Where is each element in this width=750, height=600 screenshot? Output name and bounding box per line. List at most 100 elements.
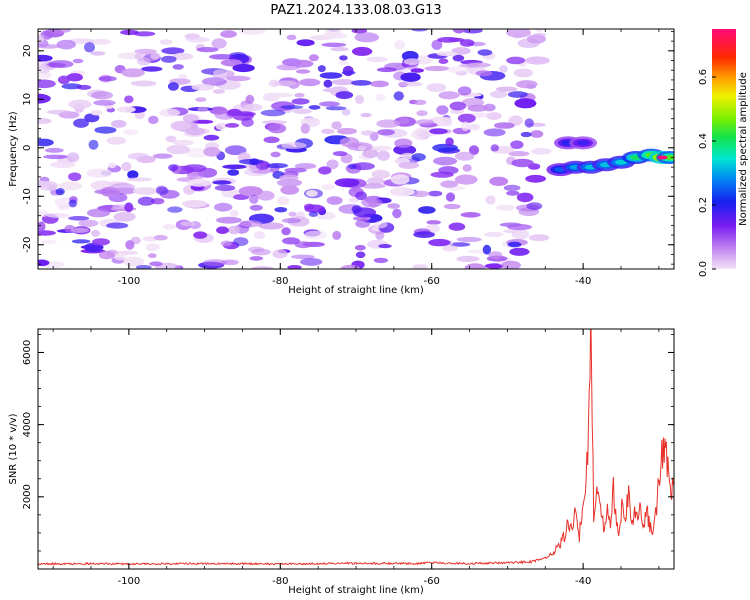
y-tick-label: 10 (22, 93, 33, 106)
heat-noise-cell (394, 138, 413, 148)
heat-noise-cell (348, 197, 360, 203)
heat-noise-cell (326, 196, 343, 205)
heat-noise-cell (503, 229, 517, 234)
heat-noise-cell (127, 170, 139, 180)
heat-noise-cell (276, 178, 303, 187)
heat-noise-cell (321, 128, 335, 135)
heat-noise-cell (457, 86, 472, 96)
heat-noise-cell (47, 29, 72, 34)
heat-noise-cell (249, 194, 259, 204)
heat-noise-cell (251, 248, 271, 256)
heat-noise-cell (511, 158, 534, 168)
colorbar-ticks: 0.0 0.2 0.4 0.6 (698, 69, 716, 277)
heat-noise-cell (440, 180, 459, 188)
heat-noise-cell (432, 143, 458, 152)
heat-noise-cell (462, 164, 472, 172)
heat-noise-cell (240, 29, 266, 35)
heat-noise-cell (482, 244, 492, 255)
heat-noise-cell (124, 202, 134, 213)
snr-x-axis: -100 -80 -60 -40 (52, 329, 660, 587)
heat-noise-cell (393, 144, 417, 155)
heat-noise-cell (152, 153, 173, 159)
heat-noise-cell (357, 145, 366, 151)
heat-noise-cell (250, 266, 274, 269)
heat-noise-cell (446, 192, 455, 202)
spectrogram-noise (38, 29, 552, 269)
heat-noise-cell (377, 150, 390, 161)
heat-noise-cell (400, 152, 415, 160)
heat-noise-cell (274, 80, 297, 87)
heat-noise-cell (168, 164, 179, 172)
heat-noise-cell (38, 79, 56, 89)
heat-noise-cell (390, 186, 415, 197)
heat-noise-cell (38, 259, 50, 267)
y-tick-label: 0 (22, 145, 33, 151)
heat-noise-cell (220, 59, 243, 67)
heat-noise-cell (411, 153, 426, 162)
heat-noise-cell (351, 29, 368, 34)
heat-noise-cell (212, 180, 232, 185)
heat-signal-core (664, 155, 674, 160)
heat-noise-cell (375, 231, 385, 240)
heat-noise-cell (145, 243, 160, 252)
x-tick-label: -80 (272, 576, 288, 587)
heat-noise-cell (507, 91, 528, 98)
x-tick-label: -100 (118, 576, 141, 587)
heat-noise-cell (464, 263, 486, 269)
heat-noise-cell (202, 259, 228, 267)
heat-noise-cell (462, 29, 483, 34)
heat-noise-cell (351, 205, 362, 213)
heat-noise-cell (162, 224, 176, 230)
heat-noise-cell (373, 257, 389, 264)
heat-noise-cell (431, 39, 443, 51)
heat-noise-cell (409, 190, 430, 197)
heat-noise-cell (86, 208, 111, 218)
heat-noise-cell (220, 30, 237, 38)
heat-noise-cell (415, 119, 435, 126)
heat-noise-cell (296, 39, 315, 47)
heat-noise-cell (196, 47, 219, 53)
heat-noise-cell (229, 209, 239, 217)
heat-noise-cell (413, 231, 435, 239)
heat-noise-cell (38, 44, 62, 49)
heat-noise-cell (45, 147, 64, 153)
heat-noise-cell (167, 82, 179, 91)
heat-noise-cell (443, 203, 461, 210)
heat-noise-cell (149, 261, 163, 267)
heat-noise-cell (304, 230, 328, 240)
heat-noise-cell (277, 196, 290, 205)
heat-noise-cell (272, 249, 288, 259)
heat-noise-cell (220, 240, 232, 247)
heat-noise-cell (398, 161, 420, 169)
heat-noise-cell (454, 174, 478, 185)
heat-noise-cell (456, 236, 482, 243)
heat-noise-cell (132, 80, 157, 88)
snr-panel: -100 -80 -60 -40 2000 4000 6000 Height of str… (8, 328, 675, 596)
heat-noise-cell (49, 161, 76, 168)
heat-noise-cell (308, 105, 321, 110)
heat-noise-cell (351, 46, 373, 56)
heat-noise-cell (166, 144, 190, 155)
heat-noise-cell (38, 138, 54, 147)
heat-noise-cell (38, 93, 51, 104)
heat-noise-cell (68, 172, 82, 181)
heat-noise-cell (459, 39, 475, 47)
heat-noise-cell (258, 222, 284, 230)
y-tick-label: 4000 (22, 412, 33, 437)
heat-noise-cell (374, 220, 388, 229)
heat-noise-cell (98, 76, 117, 82)
heat-noise-cell (197, 106, 209, 113)
heat-noise-cell (317, 65, 326, 73)
heat-noise-cell (224, 145, 247, 156)
heat-noise-cell (260, 109, 286, 117)
heat-noise-cell (495, 86, 518, 92)
heat-noise-cell (428, 238, 451, 247)
heat-noise-cell (288, 211, 297, 217)
heat-noise-cell (360, 130, 375, 136)
heat-noise-cell (334, 178, 360, 188)
heat-noise-cell (38, 210, 49, 218)
heat-noise-cell (291, 98, 310, 105)
y-tick-label: -10 (22, 188, 33, 204)
heat-noise-cell (215, 122, 227, 130)
heat-noise-cell (325, 106, 347, 111)
